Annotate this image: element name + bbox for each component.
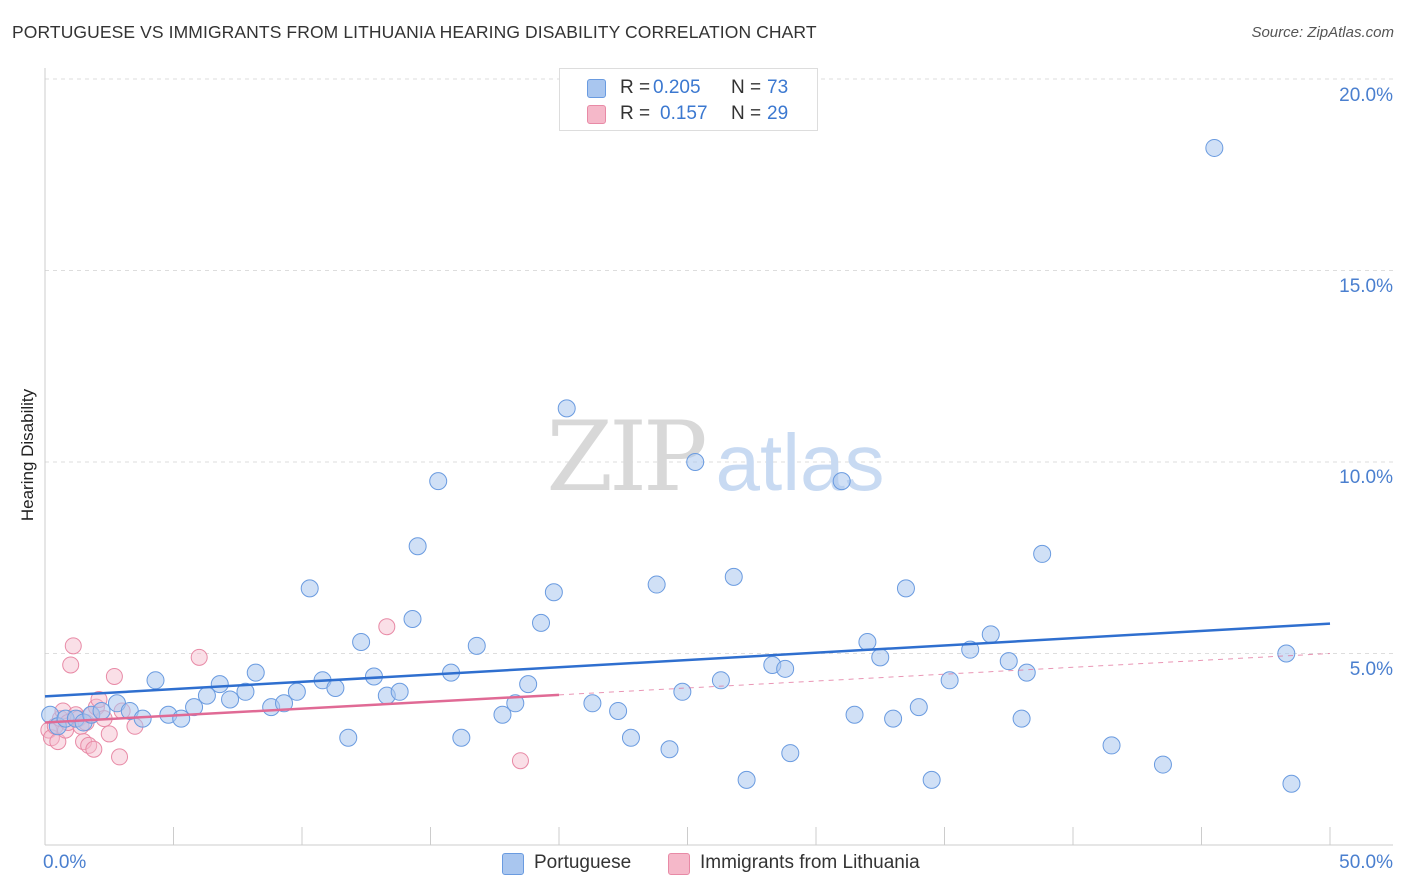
portuguese-point [352, 633, 371, 652]
lithuania-point [511, 752, 529, 770]
portuguese-point [832, 472, 851, 491]
lithuania-trend-line [44, 693, 560, 724]
portuguese-point [1033, 544, 1052, 563]
y-tick-label: 5.0% [1349, 659, 1393, 680]
n-label: N = [731, 77, 762, 98]
x-tick-label-min: 0.0% [43, 852, 87, 873]
y-tick-label: 10.0% [1339, 467, 1393, 488]
portuguese-point [210, 675, 229, 694]
portuguese-point [236, 682, 255, 701]
lithuania-point [64, 637, 82, 655]
portuguese-point [660, 740, 679, 759]
r-label: R = [620, 77, 651, 98]
portuguese-point [647, 575, 666, 594]
portuguese-point [1102, 736, 1121, 755]
portuguese-point [390, 682, 409, 701]
lithuania-point [85, 740, 103, 758]
watermark-atlas: atlas [716, 418, 885, 507]
watermark: ZIP atlas [546, 401, 884, 513]
portuguese-point [532, 613, 551, 632]
portuguese-point [711, 671, 730, 690]
trend-lines [44, 622, 1331, 724]
portuguese-point [583, 694, 602, 713]
portuguese-point [776, 659, 795, 678]
portuguese-point [686, 453, 705, 471]
portuguese-point [275, 694, 294, 713]
portuguese-point [845, 705, 864, 724]
portuguese-point [408, 537, 427, 556]
portuguese-point [673, 682, 692, 701]
lithuania-point [190, 648, 208, 666]
r-value: 0.157 [660, 103, 708, 124]
lithuania-point [100, 725, 118, 743]
watermark-zip: ZIP [546, 401, 705, 513]
lithuania-point [105, 667, 123, 685]
portuguese-point [940, 671, 959, 690]
portuguese-point [1282, 774, 1301, 793]
portuguese-point [871, 648, 890, 667]
portuguese-point [429, 472, 448, 491]
chart-title: PORTUGUESE VS IMMIGRANTS FROM LITHUANIA … [12, 22, 817, 42]
portuguese-point [1153, 755, 1172, 774]
r-value: 0.205 [653, 77, 701, 98]
legend-label: Portuguese [534, 852, 632, 873]
portuguese-point [858, 633, 877, 652]
portuguese-point [724, 567, 743, 586]
portuguese-point [326, 678, 345, 697]
legend-label: Immigrants from Lithuania [700, 852, 920, 873]
portuguese-trend-line [44, 622, 1331, 698]
portuguese-point [246, 663, 265, 682]
portuguese-point [922, 770, 941, 789]
portuguese-point [92, 701, 111, 720]
portuguese-point [981, 625, 1000, 644]
portuguese-point [884, 709, 903, 728]
lithuania-swatch [587, 105, 606, 124]
portuguese-point [519, 675, 538, 694]
portuguese-point [300, 579, 319, 598]
portuguese-point [737, 770, 756, 789]
lithuania-point [62, 656, 80, 674]
stats-legend: R = 0.205 N = 73 R = 0.157 N = 29 [559, 68, 818, 131]
portuguese-swatch [587, 79, 606, 98]
portuguese-point [781, 744, 800, 763]
source-label: Source: ZipAtlas.com [1251, 24, 1394, 41]
y-tick-label: 20.0% [1339, 85, 1393, 106]
portuguese-point [621, 728, 640, 747]
portuguese-point [909, 698, 928, 717]
portuguese-swatch [502, 853, 524, 875]
portuguese-point [1017, 663, 1036, 682]
gridlines [45, 78, 1393, 654]
portuguese-point [1205, 138, 1224, 157]
lithuania-point [378, 618, 396, 636]
portuguese-point [544, 583, 563, 602]
portuguese-point [506, 694, 525, 713]
portuguese-point [287, 682, 306, 701]
portuguese-point [493, 705, 512, 724]
y-tick-label: 15.0% [1339, 276, 1393, 297]
portuguese-point [146, 671, 165, 690]
lithuania-swatch [668, 853, 690, 875]
portuguese-point [1012, 709, 1031, 728]
portuguese-point [896, 579, 915, 598]
n-value: 29 [767, 103, 789, 124]
x-tick-label-max: 50.0% [1339, 852, 1393, 873]
n-value: 73 [767, 77, 789, 98]
r-label: R = [620, 103, 651, 124]
portuguese-point [1277, 644, 1296, 663]
portuguese-point [221, 690, 240, 709]
portuguese-point [452, 728, 471, 747]
portuguese-point [557, 399, 576, 418]
lithuania-trend-extension [558, 653, 1331, 696]
lithuania-point [111, 748, 129, 766]
portuguese-point [403, 610, 422, 629]
portuguese-points [41, 138, 1301, 793]
portuguese-point [609, 701, 628, 720]
portuguese-point [339, 728, 358, 747]
portuguese-point [467, 636, 486, 655]
portuguese-point [999, 652, 1018, 671]
n-label: N = [731, 103, 762, 124]
